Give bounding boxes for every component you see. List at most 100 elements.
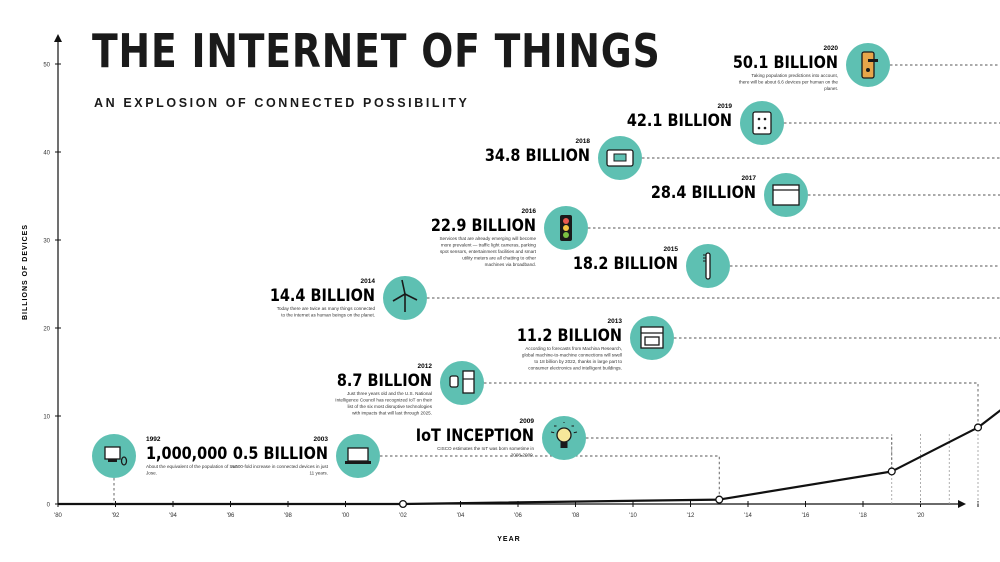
page-title: THE INTERNET OF THINGS bbox=[92, 24, 661, 78]
laptop-base bbox=[345, 461, 371, 464]
milestone-year: 2003 bbox=[314, 436, 329, 443]
leader-line bbox=[784, 122, 1000, 124]
milestone-description: Today there are twice as many things con… bbox=[277, 306, 376, 311]
milestone-year: 2015 bbox=[664, 246, 679, 253]
laptop-screen bbox=[347, 447, 369, 462]
milestone-value: 14.4 BILLION bbox=[270, 285, 375, 305]
milestone-value: 8.7 BILLION bbox=[337, 370, 432, 390]
bulb-glass bbox=[556, 427, 572, 443]
y-axis-arrow bbox=[54, 34, 62, 42]
milestone-description: CISCO estimates the IoT was born sometim… bbox=[437, 446, 534, 451]
milestone-description: According to forecasts from Machina Rese… bbox=[525, 346, 622, 351]
milestone-year: 2017 bbox=[742, 175, 757, 182]
milestone-year: 2009 bbox=[520, 418, 535, 425]
leader-line bbox=[674, 337, 1000, 339]
milestone-year: 2012 bbox=[418, 363, 433, 370]
toothbrush-handle bbox=[705, 252, 711, 280]
outlet-plate bbox=[752, 111, 772, 135]
milestone-description: Taking population predictions into accou… bbox=[751, 73, 838, 78]
milestone-description: list of the six most disruptive technolo… bbox=[347, 404, 432, 409]
milestone-description: Intelligence Council has recognized IoT … bbox=[335, 398, 432, 403]
y-tick-label: 40 bbox=[43, 151, 50, 157]
leader-line bbox=[890, 64, 1000, 66]
milestone-description: there will be about 6.6 devices per huma… bbox=[739, 80, 839, 85]
bulb-ray bbox=[550, 431, 555, 434]
leader-line bbox=[808, 194, 1000, 196]
turbine-blade bbox=[392, 293, 406, 302]
turbine-blade bbox=[401, 279, 406, 295]
milestone-value: 28.4 BILLION bbox=[651, 182, 756, 202]
milestone-year: 2013 bbox=[608, 318, 623, 325]
milestone-description: planet. bbox=[824, 86, 838, 91]
series-line bbox=[57, 409, 1000, 506]
data-point bbox=[887, 467, 896, 476]
mouse-shape bbox=[120, 456, 128, 466]
x-tick-label: '02 bbox=[399, 513, 407, 519]
fridge-body bbox=[462, 370, 475, 394]
x-tick-label: '20 bbox=[917, 513, 925, 519]
milestone-description: A 500-fold increase in connected devices… bbox=[231, 464, 329, 469]
x-tick-label: '16 bbox=[802, 513, 810, 519]
x-tick-label: '18 bbox=[859, 513, 867, 519]
data-point bbox=[973, 423, 983, 432]
milestone-year: 2020 bbox=[824, 45, 839, 52]
x-tick-label: '08 bbox=[572, 513, 580, 519]
y-tick-label: 50 bbox=[43, 63, 50, 69]
milestone-year: 2016 bbox=[522, 208, 537, 215]
watch-face bbox=[449, 375, 459, 388]
milestone-value: 50.1 BILLION bbox=[733, 52, 838, 72]
milestone-description: machines via broadband. bbox=[485, 262, 536, 267]
milestone-value: 11.2 BILLION bbox=[517, 325, 622, 345]
milestone-description: 11 years. bbox=[309, 471, 328, 476]
y-tick-label: 30 bbox=[43, 239, 50, 245]
x-tick-label: '10 bbox=[629, 513, 637, 519]
monitor-stand bbox=[108, 459, 117, 462]
x-tick-label: '00 bbox=[342, 513, 350, 519]
milestone-circle bbox=[440, 361, 484, 405]
y-axis-title: BILLIONS OF DEVICES bbox=[22, 224, 29, 320]
milestone-value: 0.5 BILLION bbox=[233, 443, 328, 463]
x-tick-label: '96 bbox=[227, 513, 235, 519]
milestone-description: more prevalent — traffic light cameras, … bbox=[441, 243, 537, 248]
outlet-hole bbox=[763, 117, 767, 121]
x-tick-label: '12 bbox=[687, 513, 695, 519]
x-tick-label: '98 bbox=[284, 513, 292, 519]
y-tick-label: 10 bbox=[43, 415, 50, 421]
y-tick-label: 0 bbox=[47, 503, 51, 509]
milestone-value: 22.9 BILLION bbox=[431, 215, 536, 235]
y-tick-label: 20 bbox=[43, 327, 50, 333]
milestone-description: utility meters are all chatting to other bbox=[462, 256, 536, 261]
leader-line bbox=[730, 265, 1000, 267]
outlet-hole bbox=[757, 117, 761, 121]
milestone-description: 2008-2009. bbox=[511, 453, 534, 458]
leader-line bbox=[427, 297, 1000, 299]
x-tick-label: '14 bbox=[744, 513, 752, 519]
milestone-value: 18.2 BILLION bbox=[573, 253, 678, 273]
traffic-light-green bbox=[563, 232, 569, 238]
monitor-shape bbox=[104, 446, 121, 460]
leader-line bbox=[586, 437, 893, 472]
milestone-year: 2019 bbox=[718, 103, 733, 110]
milestone-description: to 18 billion by 2022, thanks in large p… bbox=[534, 359, 622, 364]
milestone-description: About the equivalent of the population o… bbox=[146, 464, 238, 469]
outlet-hole bbox=[763, 126, 767, 130]
outlet-hole bbox=[757, 126, 761, 130]
thermostat-display bbox=[613, 153, 627, 162]
x-tick-label: '92 bbox=[112, 513, 120, 519]
x-tick-label: '06 bbox=[514, 513, 522, 519]
leader-line bbox=[380, 455, 720, 500]
dishwasher-body bbox=[772, 184, 800, 206]
oven-window bbox=[644, 336, 660, 346]
milestone-value: 34.8 BILLION bbox=[485, 145, 590, 165]
milestone-description: global machine-to-machine connections wi… bbox=[522, 353, 622, 358]
